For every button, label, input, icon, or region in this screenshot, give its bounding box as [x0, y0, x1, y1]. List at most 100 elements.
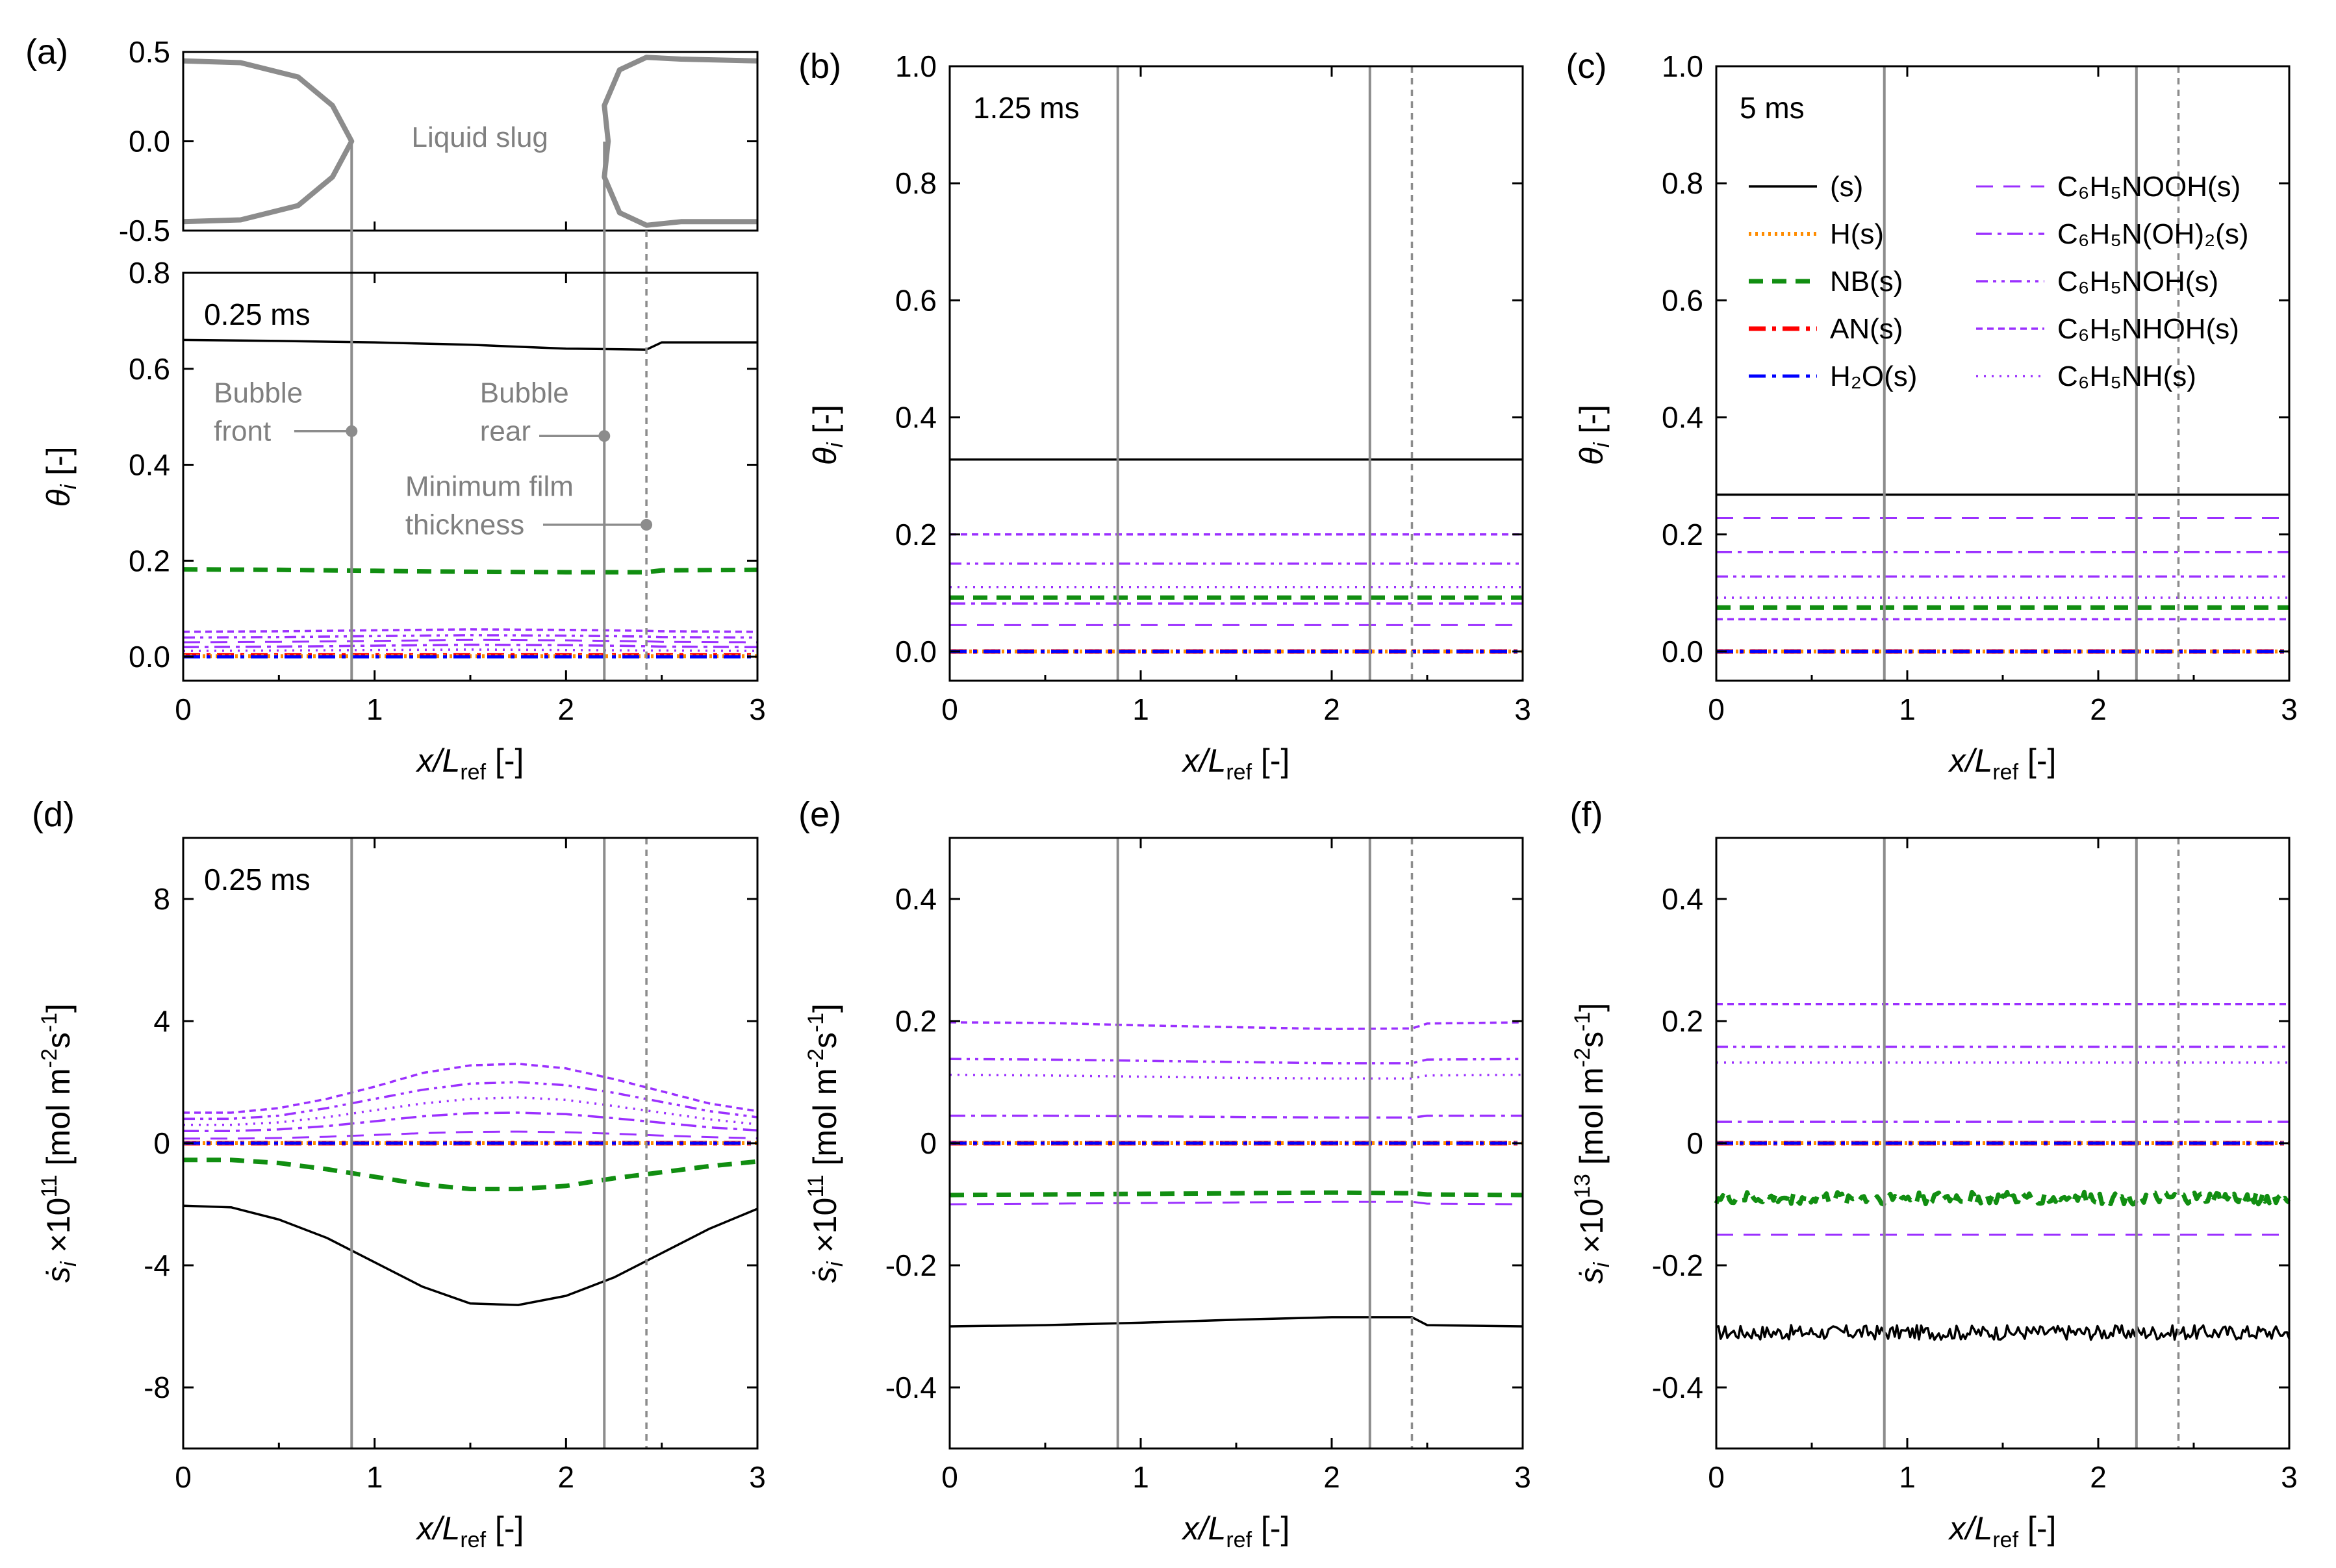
bubble-rear-label-1: Bubble [480, 377, 569, 409]
series-line-s [183, 338, 757, 351]
series-line-s [1716, 1324, 2291, 1341]
series-line-C6H5NOHs [949, 1057, 1523, 1065]
x-tick-label: 0 [175, 692, 192, 726]
series-line-C6H5NOHs [183, 1081, 758, 1120]
y-tick-label: 0.4 [1662, 401, 1703, 435]
y-tick-label: -0.4 [885, 1371, 937, 1404]
series-line-NBs [183, 567, 758, 575]
panel-a-top: 0.5 0.0 -0.5 Liquid slug (a) [25, 32, 759, 247]
x-axis-title: x/Lref [-] [1948, 1510, 2057, 1552]
x-tick-label: 2 [1323, 692, 1340, 726]
plot-frame [1715, 65, 2291, 682]
bubble-front-dot [346, 425, 358, 437]
panel-label-f: (f) [1570, 795, 1603, 834]
y-axis-title: θi [-] [807, 405, 848, 465]
y-tick-label: 4 [153, 1004, 170, 1038]
y-tick-label: -0.2 [1652, 1248, 1703, 1282]
x-tick-label: 2 [2090, 1460, 2107, 1494]
panel-e: -0.4 -0.2 0 0.2 0.4 0 1 2 3 x/Lref [-] ṡi ×1011 [m… [798, 795, 1531, 1552]
time-label: 1.25 ms [973, 91, 1080, 125]
x-tick-label: 3 [749, 692, 766, 726]
bubble-rear-interface [602, 55, 758, 228]
panel-a: 0.0 0.2 0.4 0.6 0.8 0 1 2 3 x/Lref [-] θi [-] 0.25 … [40, 142, 766, 785]
bubble-front-label-2: front [214, 416, 271, 448]
x-tick-label: 1 [1899, 692, 1916, 726]
y-tick-label: 0.2 [1662, 518, 1703, 551]
y-tick-label: -4 [144, 1248, 170, 1282]
y-tick-label: 0.2 [895, 1004, 937, 1038]
legend-label-H: H(s) [1830, 218, 1884, 250]
series-line-C6H5NOOHs [183, 639, 758, 644]
x-tick-label: 3 [1514, 692, 1531, 726]
bubble-front-interface [183, 58, 355, 225]
series-line-s [949, 1316, 1523, 1328]
y-tick-label: 0.8 [895, 166, 937, 200]
bubble-rear-dot [598, 430, 611, 442]
y-tick-label: -0.5 [119, 214, 170, 247]
x-axis-title: x/Lref [-] [416, 1510, 524, 1552]
y-tick-label: 0.0 [1662, 635, 1703, 668]
x-tick-label: 0 [1708, 692, 1725, 726]
y-tick-label: 0.0 [129, 125, 170, 158]
x-tick-label: 3 [2281, 692, 2298, 726]
panel-d: -8 -4 0 4 8 0 1 2 3 x/Lref [-] ṡi ×1011 [mol m-2s-… [32, 795, 766, 1552]
y-axis-title: ṡi ×1013 [mol m-2s-1] [1570, 1003, 1614, 1283]
panel-label-d: (d) [32, 795, 75, 834]
legend-label-C6H5NH: C₆H₅NH(s) [2057, 360, 2196, 392]
panel-c: 0.0 0.2 0.4 0.6 0.8 1.0 0 1 2 3 x/Lref [-] θi [-] 5 … [1566, 47, 2298, 785]
y-tick-label: 0 [153, 1126, 170, 1160]
y-tick-label: 0.6 [895, 283, 937, 317]
y-axis-title: ṡi ×1011 [mol m-2s-1] [37, 1004, 81, 1283]
legend-label-C6H5NOOH: C₆H₅NOOH(s) [2057, 171, 2241, 203]
x-tick-label: 1 [366, 1460, 383, 1494]
legend-label-NB: NB(s) [1830, 266, 1903, 297]
series-line-C6H5NOOHs [183, 1130, 758, 1140]
y-tick-label: 8 [153, 882, 170, 916]
series-line-C6H5NHs [949, 1073, 1523, 1080]
bubble-front-label-1: Bubble [214, 377, 303, 409]
liquid-slug-label: Liquid slug [412, 121, 548, 153]
y-axis-title: θi [-] [1573, 405, 1614, 465]
panel-label-a: (a) [25, 32, 68, 71]
series-line-NBs [1714, 1189, 2291, 1207]
y-tick-label: 0.8 [1662, 166, 1703, 200]
x-tick-label: 0 [1708, 1460, 1725, 1494]
x-tick-label: 3 [749, 1460, 766, 1494]
min-film-label-2: thickness [405, 509, 524, 541]
panel-label-b: (b) [798, 47, 841, 86]
y-axis-title: θi [-] [40, 446, 81, 507]
series-line-C6H5NHOHs [183, 628, 758, 633]
x-tick-label: 1 [1132, 692, 1149, 726]
x-tick-label: 0 [175, 1460, 192, 1494]
series-line-NBs [949, 1190, 1523, 1198]
y-tick-label: 0.6 [129, 352, 170, 386]
legend-label-solid: (s) [1830, 171, 1863, 203]
plot-frame [948, 65, 1524, 682]
legend: (s) H(s) NB(s) AN(s) H₂O(s) C₆H₅NOOH(s) C₆H₅N(… [1749, 171, 2249, 392]
series-line-NBs [183, 1157, 758, 1191]
panel-b: 0.0 0.2 0.4 0.6 0.8 1.0 0 1 2 3 x/Lref [-] θi [-] 1.… [798, 47, 1531, 785]
y-tick-label: 0.0 [129, 640, 170, 674]
y-axis-title: ṡi ×1011 [mol m-2s-1] [804, 1004, 848, 1283]
y-tick-label: 1.0 [895, 49, 937, 83]
x-tick-label: 0 [941, 1460, 958, 1494]
legend-label-H2O: H₂O(s) [1830, 360, 1917, 392]
y-tick-label: 0 [1686, 1126, 1703, 1160]
series-line-C6H5NHs [183, 1096, 758, 1126]
series-line-C6H5NHOHs [183, 1063, 758, 1114]
y-tick-label: 0.2 [129, 544, 170, 577]
x-tick-label: 1 [366, 692, 383, 726]
y-tick-label: 0.0 [895, 635, 937, 668]
series-line-C6H5NHOHs [949, 1021, 1523, 1030]
bubble-rear-label-2: rear [480, 416, 531, 448]
legend-label-C6H5NHOH: C₆H₅NHOH(s) [2057, 313, 2239, 345]
y-tick-label: 0.4 [129, 448, 170, 482]
y-tick-label: 0.4 [895, 401, 937, 435]
x-tick-label: 3 [2281, 1460, 2298, 1494]
x-axis-title: x/Lref [-] [1948, 742, 2057, 785]
legend-label-C6H5NOH: C₆H₅NOH(s) [2057, 266, 2218, 297]
y-tick-label: 0.6 [1662, 283, 1703, 317]
y-tick-label: 0.2 [895, 518, 937, 551]
series-line-C6H5NOH2s [183, 643, 758, 649]
